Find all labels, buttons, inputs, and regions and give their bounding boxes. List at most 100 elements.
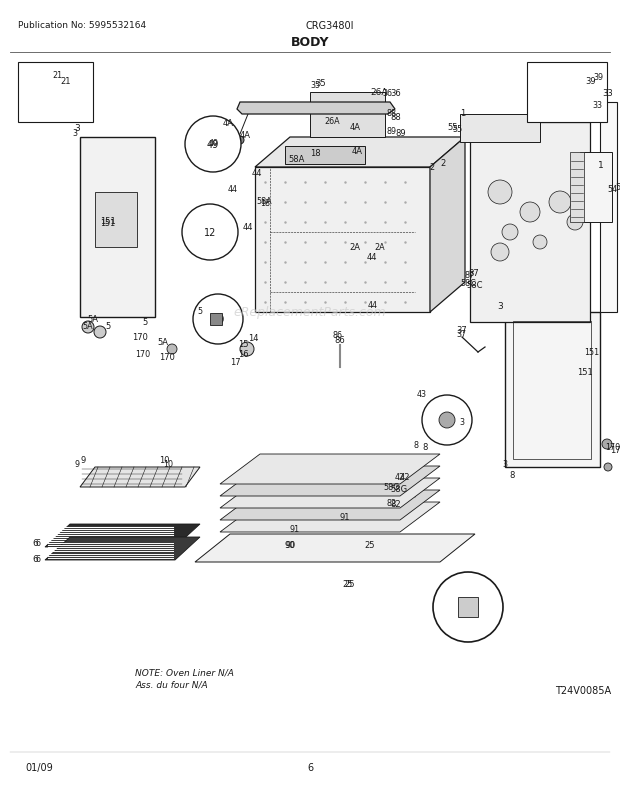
- Text: 10: 10: [159, 456, 170, 464]
- Text: 6: 6: [307, 762, 313, 772]
- Text: 5: 5: [143, 318, 148, 326]
- Text: 55: 55: [448, 124, 458, 132]
- Circle shape: [433, 573, 503, 642]
- Text: 35: 35: [315, 79, 326, 88]
- Text: 88: 88: [390, 113, 401, 123]
- Text: 5A: 5A: [157, 338, 169, 347]
- Text: 2A: 2A: [374, 242, 385, 251]
- Polygon shape: [600, 103, 617, 313]
- Text: 10: 10: [163, 460, 173, 469]
- Text: 17: 17: [229, 358, 241, 367]
- Polygon shape: [220, 455, 440, 484]
- Bar: [460, 115, 540, 143]
- Polygon shape: [220, 479, 440, 508]
- Bar: [580, 153, 612, 223]
- Text: 89: 89: [387, 127, 397, 136]
- Circle shape: [602, 439, 612, 449]
- Text: 5A: 5A: [87, 314, 99, 323]
- Text: 87: 87: [465, 270, 475, 279]
- Text: 18: 18: [260, 198, 270, 207]
- Text: 3: 3: [502, 460, 508, 469]
- Polygon shape: [237, 103, 395, 115]
- Text: 6: 6: [35, 538, 40, 547]
- Bar: [285, 147, 365, 164]
- Polygon shape: [505, 313, 600, 468]
- Text: 21: 21: [60, 77, 71, 86]
- Text: 6: 6: [32, 555, 38, 564]
- Text: 82: 82: [387, 499, 397, 508]
- Text: 4A: 4A: [223, 119, 234, 128]
- Text: 170: 170: [132, 333, 148, 342]
- Circle shape: [502, 225, 518, 241]
- Text: 33: 33: [603, 89, 613, 98]
- Text: 5A: 5A: [82, 322, 94, 331]
- Text: 44: 44: [252, 168, 262, 177]
- Text: 37: 37: [456, 330, 466, 339]
- Text: 25: 25: [345, 580, 355, 589]
- Text: 170: 170: [610, 446, 620, 455]
- Text: 170: 170: [606, 443, 620, 452]
- Text: 170: 170: [159, 353, 175, 362]
- Text: 3: 3: [73, 128, 78, 137]
- Text: 21: 21: [52, 71, 62, 80]
- Text: 43: 43: [417, 390, 427, 399]
- Polygon shape: [220, 490, 440, 520]
- Bar: [527, 63, 607, 123]
- Text: 9: 9: [74, 460, 79, 469]
- Text: Publication No: 5995532164: Publication No: 5995532164: [18, 22, 146, 30]
- Text: 54: 54: [615, 184, 620, 192]
- Text: 151: 151: [577, 368, 593, 377]
- Text: 4A: 4A: [350, 124, 361, 132]
- Circle shape: [567, 215, 583, 231]
- Text: 58G: 58G: [384, 483, 400, 492]
- Text: 1: 1: [460, 109, 465, 118]
- Text: 151: 151: [100, 217, 116, 225]
- Circle shape: [182, 205, 238, 261]
- Circle shape: [520, 203, 540, 223]
- Text: 8: 8: [414, 441, 418, 450]
- Bar: [513, 322, 591, 460]
- Text: 49: 49: [209, 138, 219, 148]
- Text: 29: 29: [212, 314, 224, 325]
- Text: 90: 90: [285, 540, 295, 549]
- Text: 44: 44: [367, 253, 377, 262]
- Text: 35: 35: [310, 80, 320, 89]
- Text: CRG3480I: CRG3480I: [306, 21, 354, 31]
- Text: 16: 16: [237, 350, 249, 359]
- Bar: [18, 63, 93, 123]
- Circle shape: [240, 342, 254, 357]
- Circle shape: [167, 345, 177, 354]
- Text: 3: 3: [459, 418, 464, 427]
- Text: 4A: 4A: [240, 131, 251, 140]
- Text: 18: 18: [310, 148, 321, 157]
- Text: 2: 2: [440, 158, 445, 168]
- Text: 26A: 26A: [324, 116, 340, 125]
- Text: 44: 44: [368, 301, 378, 310]
- Circle shape: [82, 322, 94, 334]
- Text: 151: 151: [585, 348, 600, 357]
- Circle shape: [491, 244, 509, 261]
- Polygon shape: [430, 138, 465, 313]
- Polygon shape: [80, 468, 200, 488]
- Polygon shape: [220, 502, 440, 533]
- Text: 58C: 58C: [466, 280, 482, 290]
- Text: 33: 33: [592, 100, 602, 109]
- Text: 1: 1: [598, 160, 604, 169]
- Text: 6: 6: [32, 538, 38, 547]
- Circle shape: [439, 412, 455, 428]
- Circle shape: [533, 236, 547, 249]
- Polygon shape: [195, 534, 475, 562]
- Bar: [95, 192, 137, 248]
- Text: 170: 170: [135, 350, 151, 359]
- Text: 91: 91: [290, 524, 300, 533]
- Text: 58A: 58A: [288, 156, 304, 164]
- Text: eReplacementParts.com: eReplacementParts.com: [234, 306, 386, 319]
- Bar: [570, 153, 584, 223]
- Text: 8: 8: [422, 443, 428, 452]
- Text: 8: 8: [509, 471, 515, 480]
- Circle shape: [488, 180, 512, 205]
- Circle shape: [549, 192, 571, 214]
- Text: 49: 49: [207, 140, 219, 150]
- Text: 44: 44: [228, 184, 238, 193]
- Text: BODY: BODY: [291, 36, 329, 50]
